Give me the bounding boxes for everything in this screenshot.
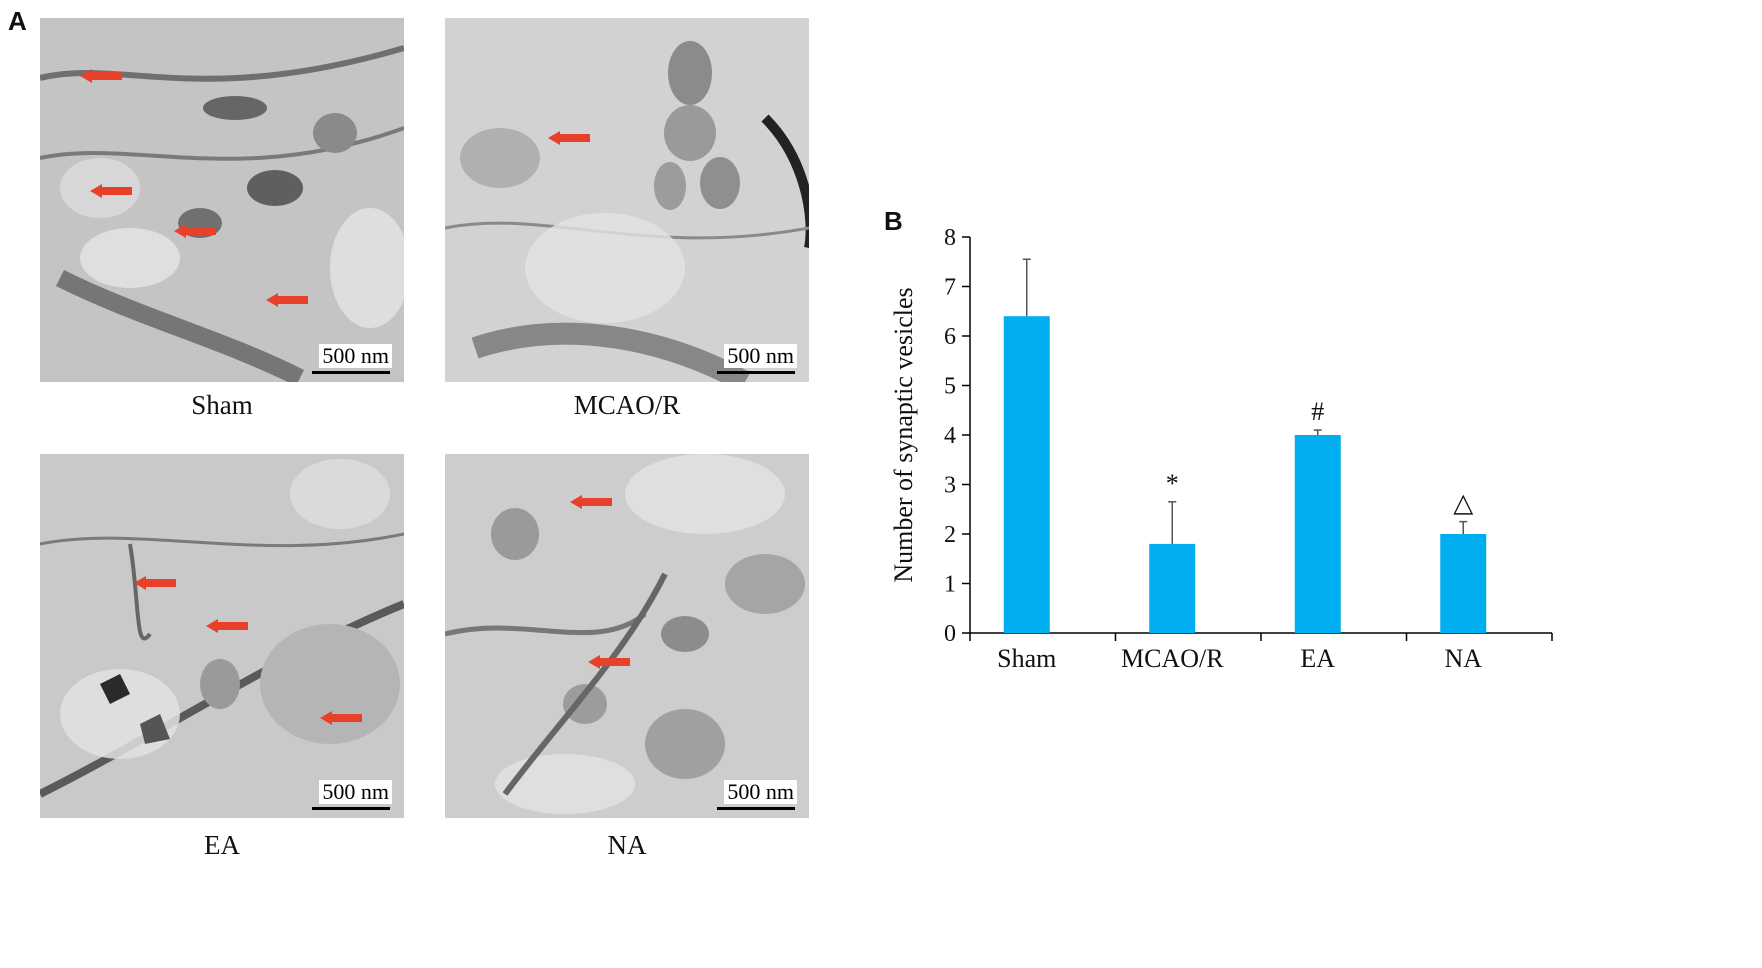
scale-bar-label: 500 nm — [724, 780, 797, 804]
significance-mark: △ — [1453, 489, 1473, 518]
panel-a-label: A — [8, 6, 27, 36]
micrograph-sham-texture — [40, 18, 404, 382]
x-tick-label: NA — [1444, 644, 1482, 673]
micrograph-mcaor-texture — [445, 18, 809, 382]
x-tick-label: Sham — [997, 644, 1056, 673]
y-tick-label: 1 — [944, 572, 956, 598]
y-tick-label: 4 — [944, 423, 956, 449]
y-tick-label: 8 — [944, 225, 956, 251]
y-tick-label: 3 — [944, 473, 956, 499]
y-tick-label: 6 — [944, 324, 956, 350]
scale-bar-label: 500 nm — [724, 344, 797, 368]
y-tick-label: 2 — [944, 522, 956, 548]
micrograph-ea: 500 nm — [40, 454, 404, 818]
micrograph-ea-texture — [40, 454, 404, 818]
scale-bar-label: 500 nm — [319, 780, 392, 804]
caption-mcaor: MCAO/R — [573, 390, 681, 420]
scale-bar — [312, 371, 390, 374]
y-tick-label: 7 — [944, 275, 956, 301]
bar — [1294, 435, 1341, 633]
micrograph-na: 500 nm — [445, 454, 809, 818]
significance-mark: * — [1166, 469, 1179, 498]
micrograph-mcaor: 500 nm — [445, 18, 809, 382]
bar — [1003, 316, 1050, 633]
bar — [1149, 543, 1196, 633]
x-tick-label: EA — [1300, 644, 1335, 673]
micrograph-na-texture — [445, 454, 809, 818]
caption-na: NA — [607, 830, 647, 860]
y-tick-label: 5 — [944, 374, 956, 400]
caption-ea: EA — [204, 830, 240, 860]
y-axis-label: Number of synaptic vesicles — [889, 287, 918, 582]
scale-bar — [717, 371, 795, 374]
bar-chart: 0 1 2 3 4 5 6 7 8 Number of synaptic vesicles Sham… — [889, 225, 1553, 673]
caption-sham: Sham — [191, 390, 253, 420]
x-tick-label: MCAO/R — [1121, 644, 1224, 673]
y-tick-label: 0 — [944, 621, 956, 647]
panel-b-label: B — [884, 206, 903, 236]
scale-bar — [717, 807, 795, 810]
significance-mark: # — [1311, 397, 1324, 426]
micrograph-sham: 500 nm — [40, 18, 404, 382]
scale-bar — [312, 807, 390, 810]
scale-bar-label: 500 nm — [319, 344, 392, 368]
bar — [1440, 534, 1487, 633]
